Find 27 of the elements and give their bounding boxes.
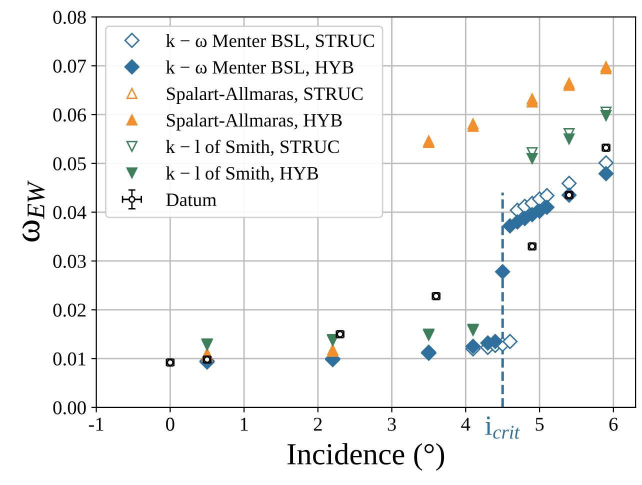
y-tick-label: 0.06 [53,108,86,122]
y-tick-label: 0.00 [53,401,86,414]
y-tick-label: 0.02 [53,304,86,317]
x-tick-label: 0 [166,418,174,431]
legend-label: k − ω Menter BSL, STRUC [166,34,374,50]
y-tick-label: 0.07 [53,60,86,73]
x-tick-label: 3 [388,418,396,431]
y-tick-label: 0.03 [53,254,86,268]
legend-label: k − l of Smith, STRUC [166,140,339,156]
y-tick-label: 0.08 [53,10,86,24]
x-tick-label: 6 [609,418,618,431]
x-tick-label: 4 [461,418,470,431]
legend-label: Datum [166,194,216,206]
y-axis-title: ω$_{EW}$ [22,180,45,242]
legend-label: k − ω Menter BSL, HYB [166,60,354,76]
y-tick-label: 0.05 [53,157,86,170]
y-tick-label: 0.04 [53,206,86,220]
y-tick-label: 0.01 [53,352,86,366]
legend-label: Spalart-Allmaras, STRUC [166,86,363,104]
x-axis-title: Incidence (°) [288,443,444,471]
ref-line-label: i$_{crit}$ [485,416,520,439]
x-tick-label: 5 [536,418,544,431]
x-tick-label: 1 [240,418,248,431]
legend-label: Spalart-Allmaras, HYB [166,113,342,130]
x-tick-label: 2 [314,418,322,431]
x-tick-label: -1 [88,418,104,431]
legend-label: k − l of Smith, HYB [166,166,318,182]
